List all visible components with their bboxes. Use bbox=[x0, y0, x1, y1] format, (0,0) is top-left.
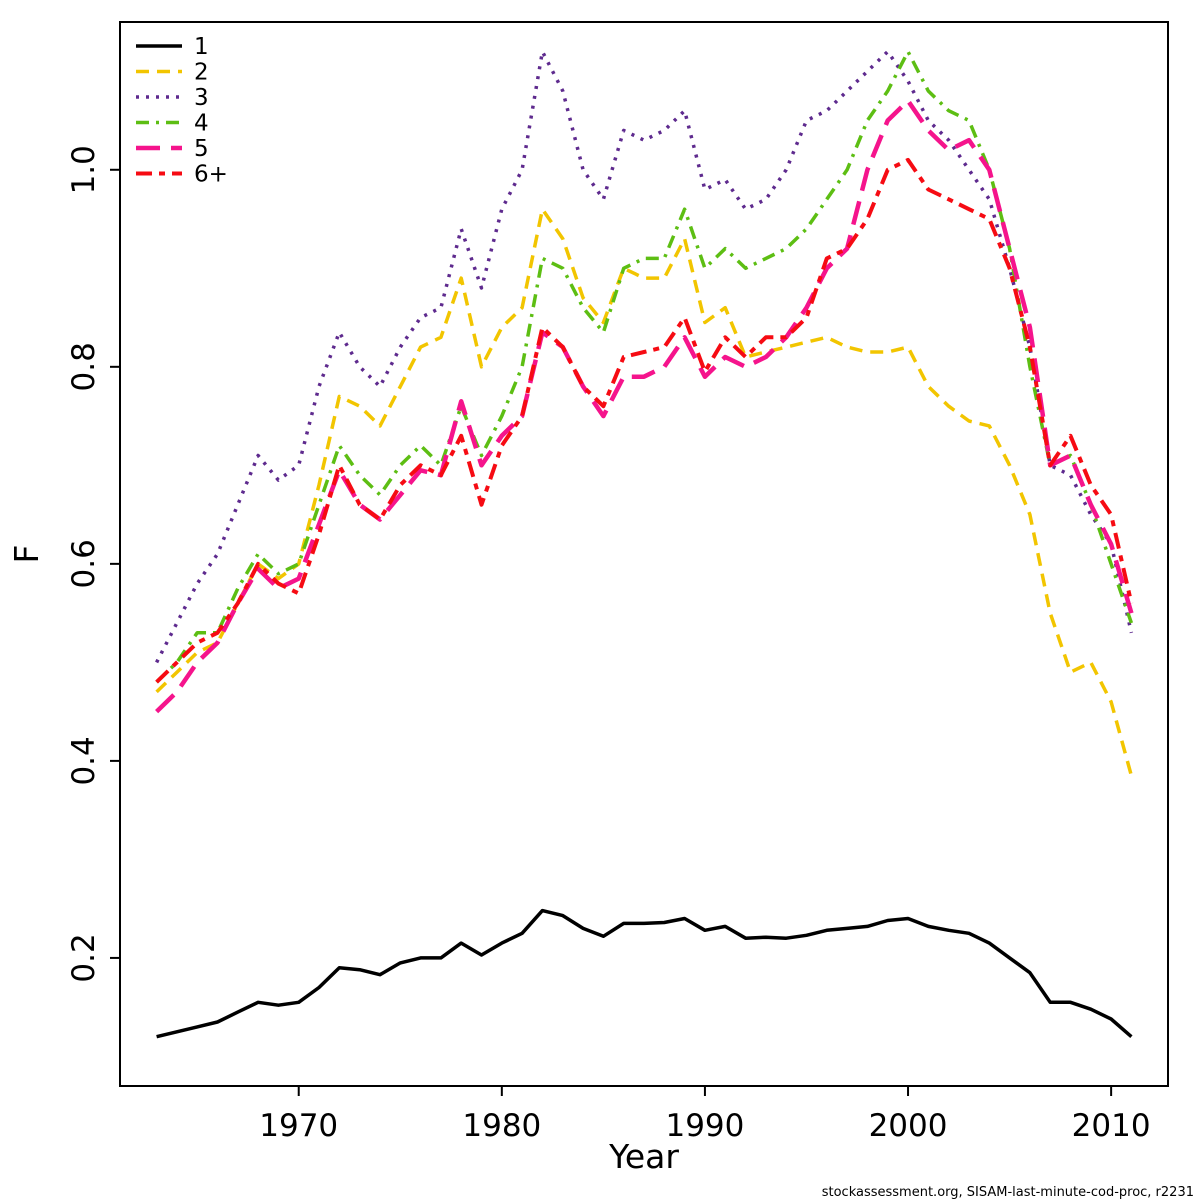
x-tick-label: 2000 bbox=[869, 1108, 948, 1144]
y-tick-label: 0.4 bbox=[66, 736, 102, 785]
x-axis-title: Year bbox=[608, 1137, 679, 1176]
series-line-1 bbox=[156, 908, 1133, 1039]
x-tick-label: 1980 bbox=[462, 1108, 541, 1144]
y-axis-title: F bbox=[7, 545, 46, 564]
y-tick-label: 1.0 bbox=[66, 145, 102, 194]
plot-frame bbox=[119, 21, 1169, 1087]
y-tick-label: 0.6 bbox=[66, 539, 102, 588]
series-line-2 bbox=[155, 207, 1134, 777]
legend-label-5: 5 bbox=[194, 136, 209, 162]
x-tick-label: 1990 bbox=[665, 1108, 744, 1144]
y-tick-label: 0.2 bbox=[66, 933, 102, 982]
legend-label-6+: 6+ bbox=[194, 162, 228, 188]
plot-layer: 1970 1980 1990 2000 2010 0.2 0.4 0.6 0.8 1.0 12345… bbox=[66, 21, 1169, 1144]
series-line-6+ bbox=[155, 157, 1134, 684]
x-tick-label: 1970 bbox=[259, 1108, 338, 1144]
watermark-text: stockassessment.org, SISAM-last-minute-c… bbox=[822, 1185, 1194, 1200]
series-line-5 bbox=[155, 98, 1134, 714]
x-tick-label: 2010 bbox=[1072, 1108, 1151, 1144]
legend-label-1: 1 bbox=[194, 34, 209, 60]
legend-label-3: 3 bbox=[194, 85, 209, 111]
series-line-3 bbox=[155, 49, 1134, 664]
legend-label-4: 4 bbox=[194, 111, 209, 137]
y-tick-label: 0.8 bbox=[66, 342, 102, 391]
legend-label-2: 2 bbox=[194, 60, 209, 86]
